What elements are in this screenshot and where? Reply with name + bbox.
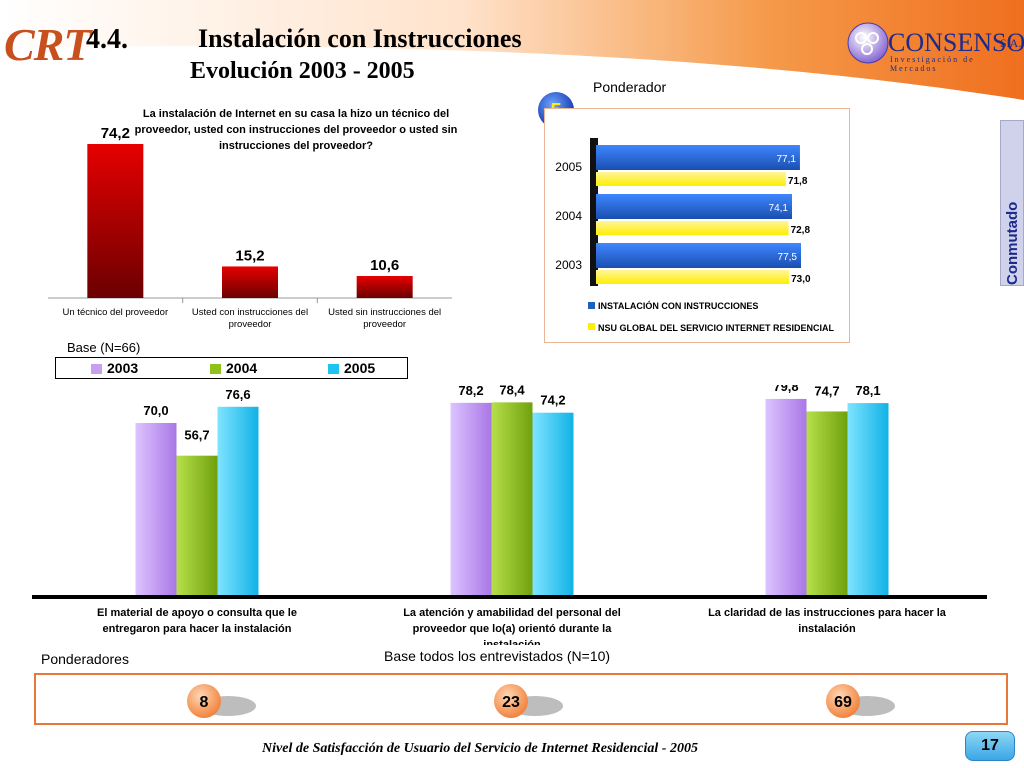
chart1-base-note: Base (N=66) (67, 340, 141, 355)
header-background (0, 0, 1024, 100)
chart3-base-note: Base todos los entrevistados (N=10) (384, 648, 611, 664)
chart2-category-label: 2004 (555, 209, 582, 223)
consenso-emblem-icon (847, 22, 889, 64)
chart3-category-label: proveedor que lo(a) orientó durante la (413, 623, 613, 635)
chart2-legend-swatch-nsu (588, 323, 595, 330)
chart1-bar (356, 276, 413, 298)
ponderadores-badges: 8 23 69 (187, 684, 895, 718)
chart1-bar (87, 144, 144, 298)
chart1-category-label: Usted sin instrucciones del (328, 307, 441, 318)
chart1-category-label: proveedor (229, 319, 272, 330)
chart3-legend-swatch (210, 364, 221, 374)
chart3-bar-2005 (217, 406, 259, 595)
chart3-bar-2005 (532, 412, 574, 595)
chart2-bar-instalacion (596, 243, 801, 268)
side-tab-label: Conmutado (1004, 201, 1021, 285)
chart2-bar-nsu (596, 221, 789, 235)
chart3-bar-2004 (806, 411, 848, 595)
chart3-value-label: 74,7 (814, 385, 839, 398)
crt-logo: CRT (4, 19, 91, 70)
ponderador-label: Ponderador (593, 79, 667, 95)
chart2-axis (590, 138, 598, 286)
chart2-comparison: 2005 77,1 71,8 2004 74,172,8 2003 77,5 73,0 INST… (555, 138, 835, 333)
chart3-bar-2003 (450, 402, 492, 595)
chart2-legend-label-nsu: NSU GLOBAL DEL SERVICIO INTERNET RESIDEN… (598, 323, 835, 333)
chart3-value-label: 79,8 (773, 385, 798, 394)
section-number: 4.4. (86, 24, 128, 55)
chart2-bar-instalacion (596, 145, 800, 170)
chart3-category-label: entregaron para hacer la instalación (103, 623, 292, 635)
chart3-category-label: La atención y amabilidad del personal de… (403, 607, 621, 619)
chart2-value-nsu: 71,8 (788, 176, 808, 187)
page-number: 17 (965, 731, 1015, 761)
ponderadores-label: Ponderadores (41, 651, 129, 667)
chart1-category-label: Un técnico del proveedor (63, 307, 169, 318)
chart2-bar-nsu (596, 172, 786, 186)
side-tab (1000, 120, 1024, 286)
chart3-bar-2003 (135, 423, 177, 595)
brand-tagline: Investigación de Mercados (890, 55, 975, 73)
chart3-value-label: 78,2 (458, 385, 483, 398)
chart3-legend-label: 2003 (107, 360, 139, 376)
chart1-title: La instalación de Internet en su casa la… (134, 108, 458, 152)
chart1-value-label: 10,6 (370, 257, 399, 274)
chart3-value-label: 78,4 (499, 385, 525, 397)
ponderadores-frame (34, 673, 1008, 725)
chart2-value-instalacion: 77,1 (776, 154, 796, 165)
chart3-bar-2003 (765, 398, 807, 595)
footer-title: Nivel de Satisfacción de Usuario del Ser… (262, 741, 698, 756)
weight-badge-value: 23 (502, 694, 520, 711)
chart3-axis (32, 595, 987, 599)
weight-badge-value: 8 (200, 694, 209, 711)
chart3-value-label: 70,0 (143, 403, 168, 418)
chart3-legend-label: 2004 (226, 360, 258, 376)
chart1-category-label: Usted con instrucciones del (192, 307, 308, 318)
chart1-value-label: 74,2 (101, 125, 130, 142)
chart3-bar-2004 (491, 402, 533, 595)
chart3-bar-2005 (847, 403, 889, 595)
brand-suffix: S.A. (1000, 36, 1022, 50)
weight-badge (187, 684, 221, 718)
weight-badge (826, 684, 860, 718)
chart3-value-label: 76,6 (225, 387, 250, 402)
chart3-legend-swatch (91, 364, 102, 374)
chart3-category-label: La claridad de las instrucciones para ha… (708, 607, 947, 619)
chart2-legend-swatch-instalacion (588, 302, 595, 309)
chart1-technician: 74,2 Un técnico del proveedor 15,2 Usted co… (48, 125, 452, 330)
chart2-value-nsu: 72,8 (791, 225, 811, 236)
chart3-category-label: instalación (798, 623, 856, 635)
page-title: Instalación con Instrucciones (198, 24, 522, 53)
chart2-category-label: 2005 (555, 160, 582, 174)
page-subtitle: Evolución 2003 - 2005 (190, 58, 415, 84)
chart2-category-label: 2003 (555, 258, 582, 272)
chart3-value-label: 74,2 (540, 393, 565, 408)
chart3-value-label: 78,1 (855, 385, 880, 398)
chart3-bar-2004 (176, 455, 218, 595)
chart1-value-label: 15,2 (235, 247, 264, 264)
chart3-legend: 2003 2004 2005 (55, 357, 408, 379)
chart3-legend-swatch (328, 364, 339, 374)
brand-name: CONSENSO (888, 28, 1024, 57)
chart2-value-nsu: 73,0 (791, 274, 811, 285)
weight-badge-value: 69 (834, 694, 852, 711)
chart2-value-instalacion: 77,5 (778, 252, 798, 263)
chart3-legend-label: 2005 (344, 360, 376, 376)
chart1-bar (222, 266, 278, 298)
chart3-value-label: 56,7 (184, 428, 209, 443)
chart2-bar-instalacion (596, 194, 793, 219)
chart2-legend-label-instalacion: INSTALACIÓN CON INSTRUCCIONES (598, 300, 758, 311)
chart3-category-label: instalación (483, 639, 541, 645)
chart3-satisfaction: 70,0 56,7 76,6 El material de apoyo o consu… (32, 385, 987, 645)
weight-badge (494, 684, 528, 718)
chart2-value-instalacion: 74,1 (769, 203, 789, 214)
chart2-bar-nsu (596, 270, 790, 284)
chart1-category-label: proveedor (363, 319, 406, 330)
chart3-category-label: El material de apoyo o consulta que le (97, 607, 297, 619)
